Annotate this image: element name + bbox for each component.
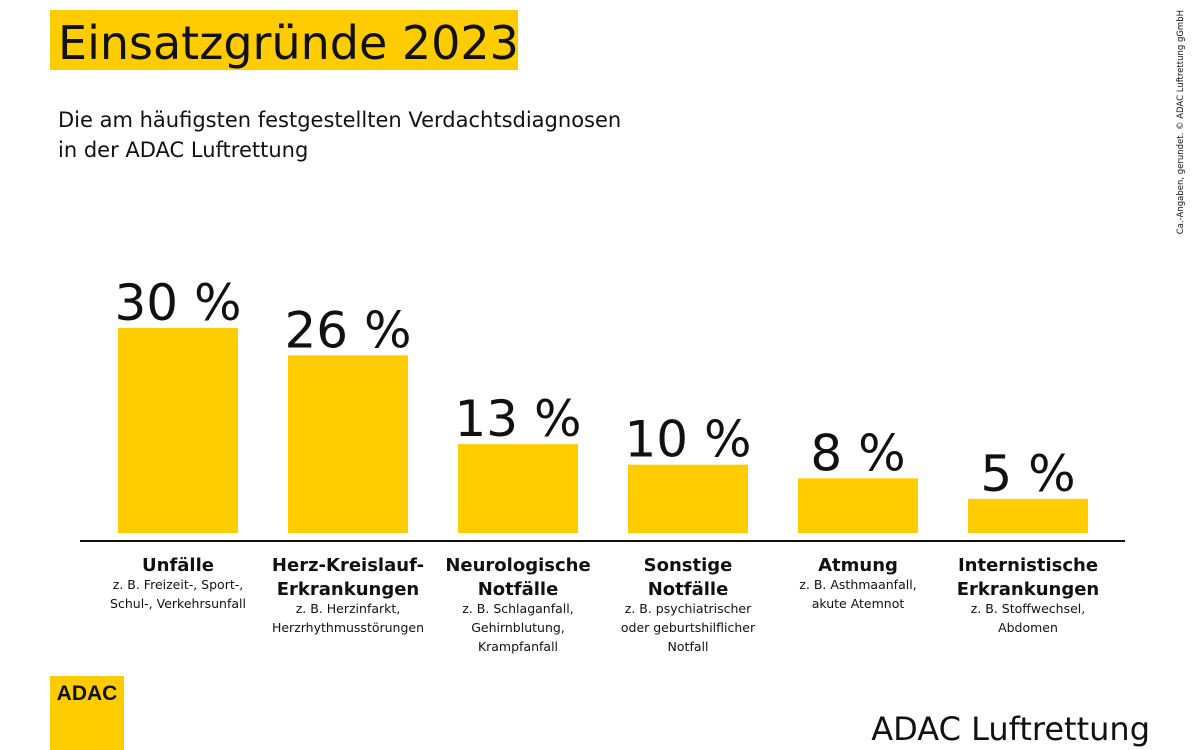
- category-label: Internistische: [958, 555, 1098, 576]
- category-label: Unfälle: [142, 555, 214, 576]
- category-description: oder geburtshilflicher: [621, 620, 756, 635]
- category-description: Notfall: [668, 639, 709, 654]
- bar: [798, 478, 918, 533]
- bar: [628, 464, 748, 533]
- category-description: Herzrhythmusstörungen: [272, 620, 424, 635]
- subtitle: in der ADAC Luftrettung: [58, 138, 308, 162]
- value-label: 26 %: [284, 301, 411, 359]
- category-description: Gehirnblutung,: [471, 620, 565, 635]
- brand: ADAC Luftrettung: [871, 710, 1150, 748]
- category-description: Krampfanfall: [478, 639, 558, 654]
- category-description: akute Atemnot: [812, 596, 905, 611]
- category-label: Notfälle: [648, 579, 729, 600]
- bar: [118, 328, 238, 533]
- chart-title: Einsatzgründe 2023: [58, 16, 519, 70]
- category-label: Atmung: [818, 555, 898, 576]
- title-background: [50, 10, 518, 70]
- category-description: z. B. Schlaganfall,: [462, 601, 573, 616]
- category-description: Schul-, Verkehrsunfall: [110, 596, 246, 611]
- value-label: 10 %: [624, 411, 751, 469]
- bar: [968, 498, 1088, 533]
- category-description: z. B. Herzinfarkt,: [296, 601, 401, 616]
- category-label: Notfälle: [478, 579, 559, 600]
- category-label: Erkrankungen: [957, 579, 1100, 600]
- category-description: z. B. psychiatrischer: [625, 601, 752, 616]
- value-label: 13 %: [454, 390, 581, 448]
- bar: [288, 355, 408, 533]
- category-label: Herz-Kreislauf-: [272, 555, 424, 576]
- category-description: z. B. Asthmaanfall,: [799, 577, 916, 592]
- value-label: 8 %: [810, 424, 905, 482]
- value-label: 30 %: [114, 274, 241, 332]
- value-label: 5 %: [980, 445, 1075, 503]
- category-label: Neurologische: [445, 555, 590, 576]
- footnote: Ca.-Angaben, gerundet. © ADAC Luftrettun…: [1176, 10, 1186, 234]
- category-label: Erkrankungen: [277, 579, 420, 600]
- logo-background: [50, 676, 124, 750]
- category-label: Sonstige: [644, 555, 733, 576]
- category-description: Abdomen: [998, 620, 1058, 635]
- subtitle: Die am häufigsten festgestellten Verdach…: [58, 108, 621, 132]
- logo: ADAC: [57, 682, 118, 705]
- category-description: z. B. Stoffwechsel,: [971, 601, 1085, 616]
- category-description: z. B. Freizeit-, Sport-,: [113, 577, 243, 592]
- bar: [458, 444, 578, 533]
